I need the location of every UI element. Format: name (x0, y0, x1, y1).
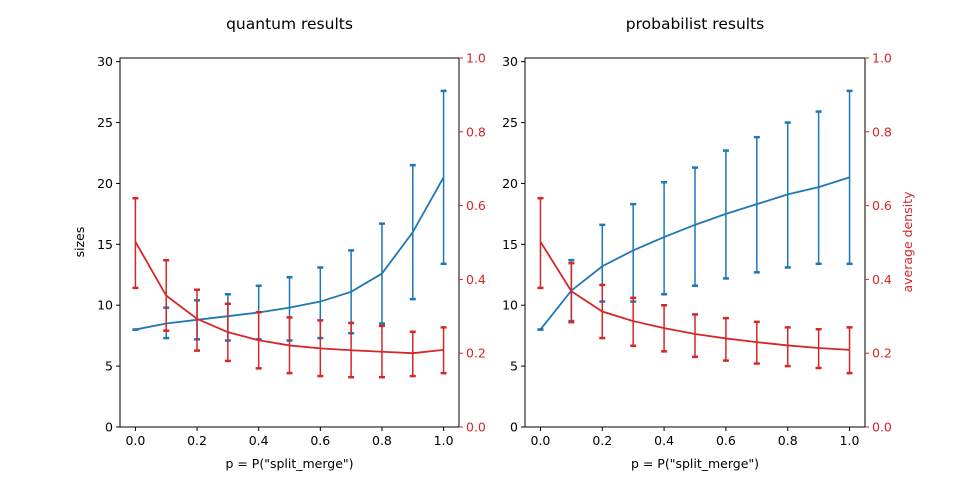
y-right-tick-label: 0.2 (872, 346, 892, 361)
x-axis-label: p = P("split_merge") (631, 456, 759, 471)
panel-probabilist-results: probabilist results p = P("split_merge")… (502, 15, 915, 471)
y-right-tick-label: 0.8 (872, 124, 892, 139)
x-tick-label: 0.8 (372, 433, 392, 448)
y-tick-label: 25 (97, 115, 113, 130)
y-right-tick-label: 0.0 (872, 420, 892, 435)
series-left (537, 89, 853, 331)
y-right-tick-label: 0.0 (466, 420, 486, 435)
x-tick-label: 1.0 (840, 433, 860, 448)
y-right-tick-label: 0.4 (466, 272, 486, 287)
y-tick-label: 10 (97, 298, 113, 313)
x-tick-label: 0.6 (310, 433, 330, 448)
series-line (134, 241, 444, 355)
y-tick-label: 20 (502, 176, 518, 191)
panel-quantum-results: quantum results p = P("split_merge") siz… (72, 15, 486, 471)
x-axis-label: p = P("split_merge") (225, 456, 353, 471)
y-right-tick-label: 1.0 (466, 51, 486, 66)
series-line (539, 176, 850, 331)
y-tick-label: 30 (502, 54, 518, 69)
series-right (537, 196, 853, 375)
x-tick-label: 0.8 (778, 433, 798, 448)
y-tick-label: 5 (510, 359, 518, 374)
series-left (132, 89, 447, 342)
x-tick-label: 0.0 (531, 433, 551, 448)
y-tick-label: 15 (502, 237, 518, 252)
x-tick-label: 0.2 (187, 433, 207, 448)
x-tick-label: 0.0 (125, 433, 145, 448)
chart-title: quantum results (226, 15, 353, 33)
series-right (132, 196, 447, 379)
x-tick-label: 0.2 (592, 433, 612, 448)
y-right-tick-label: 1.0 (872, 51, 892, 66)
series-line (135, 176, 445, 331)
y-tick-label: 30 (97, 54, 113, 69)
plot-frame (119, 57, 460, 428)
y-tick-label: 10 (502, 298, 518, 313)
x-tick-label: 1.0 (434, 433, 454, 448)
y-axis-label: sizes (72, 227, 87, 258)
y-right-tick-label: 0.2 (466, 346, 486, 361)
y-tick-label: 0 (105, 420, 113, 435)
x-tick-label: 0.4 (249, 433, 269, 448)
y-right-tick-label: 0.6 (872, 198, 892, 213)
y-tick-label: 0 (510, 420, 518, 435)
y-right-tick-label: 0.6 (466, 198, 486, 213)
y-tick-label: 15 (97, 237, 113, 252)
y-axis-right-label: average density (900, 191, 915, 293)
x-tick-label: 0.6 (716, 433, 736, 448)
y-right-tick-label: 0.8 (466, 124, 486, 139)
series-line (539, 241, 850, 351)
y-tick-label: 20 (97, 176, 113, 191)
x-tick-label: 0.4 (654, 433, 674, 448)
plot-frame (524, 57, 866, 428)
y-tick-label: 25 (502, 115, 518, 130)
chart-title: probabilist results (626, 15, 764, 33)
y-tick-label: 5 (105, 359, 113, 374)
y-right-tick-label: 0.4 (872, 272, 892, 287)
